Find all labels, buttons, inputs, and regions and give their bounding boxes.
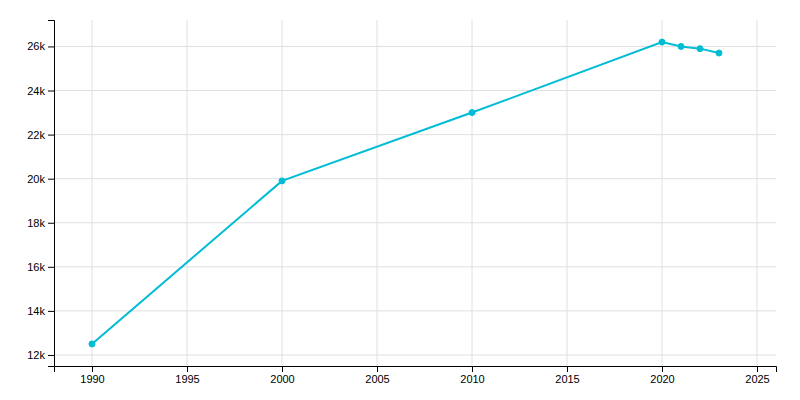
tick-label: 2010 bbox=[460, 373, 484, 385]
tick: 1995 bbox=[175, 366, 199, 385]
tick-mark bbox=[757, 366, 758, 372]
tick-label: 24k bbox=[27, 85, 45, 97]
marker bbox=[659, 39, 665, 45]
tick: 24k bbox=[27, 85, 54, 97]
tick: 14k bbox=[27, 305, 54, 317]
tick-label: 2020 bbox=[650, 373, 674, 385]
grid-line-y bbox=[54, 46, 776, 47]
tick-label: 1990 bbox=[80, 373, 104, 385]
tick-label: 16k bbox=[27, 261, 45, 273]
series bbox=[89, 39, 722, 347]
marker bbox=[469, 110, 475, 116]
marker bbox=[716, 50, 722, 56]
tick-label: 14k bbox=[27, 305, 45, 317]
grid-line-x bbox=[282, 20, 283, 366]
tick-label: 26k bbox=[27, 40, 45, 52]
tick: 2025 bbox=[745, 366, 769, 385]
tick-mark bbox=[48, 355, 54, 356]
tick: 22k bbox=[27, 129, 54, 141]
tick: 18k bbox=[27, 217, 54, 229]
tick: 26k bbox=[27, 40, 54, 52]
tick-mark bbox=[662, 366, 663, 372]
axis-line bbox=[48, 21, 55, 367]
marker bbox=[678, 43, 684, 49]
tick-label: 1995 bbox=[175, 373, 199, 385]
grid-line-y bbox=[54, 266, 776, 267]
tick-mark bbox=[48, 223, 54, 224]
grid-line-y bbox=[54, 90, 776, 91]
tick: 2005 bbox=[365, 366, 389, 385]
grid bbox=[54, 20, 776, 366]
tick-mark bbox=[567, 366, 568, 372]
grid-line-y bbox=[54, 178, 776, 179]
line bbox=[92, 42, 719, 344]
x-axis: 1990 1995 2000 2005 2010 2015 2020 2025 bbox=[55, 366, 777, 385]
grid-line-x bbox=[377, 20, 378, 366]
chart: 1990 1995 2000 2005 2010 2015 2020 2025 12k 14k 16… bbox=[0, 0, 800, 400]
tick-label: 2005 bbox=[365, 373, 389, 385]
tick-mark bbox=[377, 366, 378, 372]
tick-mark bbox=[187, 366, 188, 372]
tick-mark bbox=[48, 267, 54, 268]
grid-line-y bbox=[54, 134, 776, 135]
marker bbox=[89, 341, 95, 347]
tick-mark bbox=[92, 366, 93, 372]
grid-line-x bbox=[472, 20, 473, 366]
tick: 2010 bbox=[460, 366, 484, 385]
tick: 1990 bbox=[80, 366, 104, 385]
marker bbox=[697, 46, 703, 52]
tick: 2015 bbox=[555, 366, 579, 385]
tick-label: 12k bbox=[27, 349, 45, 361]
y-axis: 12k 14k 16k 18k 20k 22k 24k 26k bbox=[27, 21, 54, 367]
grid-line-y bbox=[54, 354, 776, 355]
tick-mark bbox=[282, 366, 283, 372]
tick-label: 22k bbox=[27, 129, 45, 141]
tick-mark bbox=[48, 46, 54, 47]
grid-line-x bbox=[757, 20, 758, 366]
tick: 16k bbox=[27, 261, 54, 273]
grid-line-y bbox=[54, 310, 776, 311]
tick: 2000 bbox=[270, 366, 294, 385]
grid-line-x bbox=[187, 20, 188, 366]
grid-line-x bbox=[92, 20, 93, 366]
marker bbox=[279, 178, 285, 184]
tick-mark bbox=[48, 91, 54, 92]
grid-line-y bbox=[54, 222, 776, 223]
tick-mark bbox=[48, 179, 54, 180]
tick-label: 18k bbox=[27, 217, 45, 229]
grid-line-x bbox=[567, 20, 568, 366]
axis-line bbox=[55, 367, 777, 373]
tick-mark bbox=[48, 135, 54, 136]
tick-label: 20k bbox=[27, 173, 45, 185]
tick: 20k bbox=[27, 173, 54, 185]
tick: 12k bbox=[27, 349, 54, 361]
tick: 2020 bbox=[650, 366, 674, 385]
tick-label: 2000 bbox=[270, 373, 294, 385]
tick-mark bbox=[48, 311, 54, 312]
grid-line-x bbox=[662, 20, 663, 366]
tick-label: 2025 bbox=[745, 373, 769, 385]
tick-mark bbox=[472, 366, 473, 372]
tick-label: 2015 bbox=[555, 373, 579, 385]
plot-area: 1990 1995 2000 2005 2010 2015 2020 2025 12k 14k 16… bbox=[27, 20, 776, 385]
